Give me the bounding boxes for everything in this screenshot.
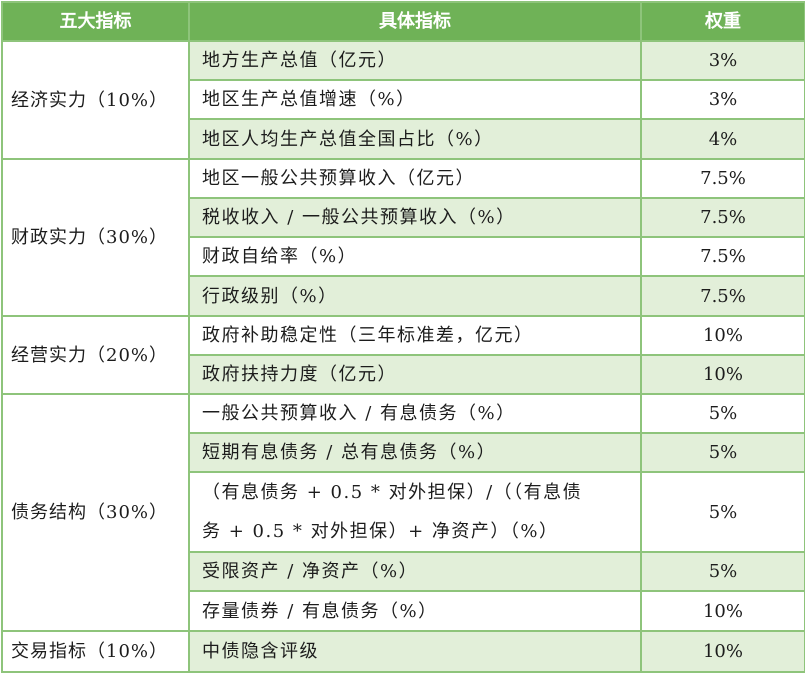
header-category: 五大指标 (1, 1, 190, 42)
category-cell: 财政实力（30%） (1, 158, 190, 317)
weight-cell: 7.5% (640, 236, 805, 277)
table-row: 债务结构（30%） 一般公共预算收入 / 有息债务（%） 5% (1, 393, 805, 632)
table-row: 经济实力（10%） 地方生产总值（亿元） 3% (1, 40, 805, 160)
indicator-cell: 受限资产 / 净资产（%） (188, 551, 642, 592)
indicator-cell: （有息债务 + 0.5 * 对外担保）/（（有息债务 + 0.5 * 对外担保）… (188, 471, 642, 553)
table-row: 地区生产总值增速（%） 3% (2, 79, 805, 120)
table-row: 政府扶持力度（亿元） 10% (2, 354, 805, 395)
header-weight: 权重 (640, 1, 805, 42)
table-row: 财政自给率（%） 7.5% (2, 236, 805, 277)
weight-cell: 10% (640, 630, 805, 673)
weight-cell: 7.5% (640, 197, 805, 238)
weight-cell: 10% (640, 590, 805, 632)
indicator-weight-table: 五大指标 具体指标 权重 经济实力（10%） 地方生产总值（亿元） 3% 地区生… (1, 1, 805, 673)
header-indicator: 具体指标 (188, 1, 642, 42)
category-cell: 交易指标（10%） (1, 630, 190, 673)
indicator-cell: 财政自给率（%） (188, 236, 642, 277)
indicator-cell: 短期有息债务 / 总有息债务（%） (188, 432, 642, 473)
indicator-line: （有息债务 + 0.5 * 对外担保）/（（有息债 (202, 482, 583, 503)
table-row: 财政实力（30%） 地区一般公共预算收入（亿元） 7.5% (1, 158, 805, 317)
table-row: 交易指标（10%） 中债隐含评级 10% (1, 630, 805, 673)
table-row: 存量债券 / 有息债务（%） 10% (2, 590, 805, 632)
indicator-cell: 一般公共预算收入 / 有息债务（%） (188, 393, 642, 434)
indicator-cell: 地区一般公共预算收入（亿元） (188, 158, 642, 199)
weight-cell: 10% (640, 315, 805, 356)
category-cell: 经营实力（20%） (1, 315, 190, 395)
weight-cell: 5% (640, 432, 805, 473)
table-header-row: 五大指标 具体指标 权重 (1, 1, 805, 42)
weight-cell: 4% (640, 118, 805, 160)
category-cell: 经济实力（10%） (1, 40, 190, 160)
weight-cell: 3% (640, 79, 805, 120)
indicator-cell: 政府扶持力度（亿元） (188, 354, 642, 395)
indicator-line: 务 + 0.5 * 对外担保）+ 净资产）（%） (202, 521, 559, 542)
indicator-cell: 中债隐含评级 (188, 630, 642, 673)
weight-cell: 3% (640, 40, 805, 81)
category-cell: 债务结构（30%） (1, 393, 190, 632)
indicator-cell: 存量债券 / 有息债务（%） (188, 590, 642, 632)
indicator-cell: 地区人均生产总值全国占比（%） (188, 118, 642, 160)
indicator-cell: 地方生产总值（亿元） (188, 40, 642, 81)
indicator-cell: 政府补助稳定性（三年标准差，亿元） (188, 315, 642, 356)
table-row: 受限资产 / 净资产（%） 5% (2, 551, 805, 592)
table-row: 行政级别（%） 7.5% (2, 275, 805, 317)
table-row: 短期有息债务 / 总有息债务（%） 5% (2, 432, 805, 473)
weight-cell: 5% (640, 551, 805, 592)
weight-cell: 5% (640, 471, 805, 553)
weight-cell: 10% (640, 354, 805, 395)
weight-cell: 5% (640, 393, 805, 434)
weight-cell: 7.5% (640, 275, 805, 317)
table-row: 经营实力（20%） 政府补助稳定性（三年标准差，亿元） 10% (1, 315, 805, 395)
weight-cell: 7.5% (640, 158, 805, 199)
table-row: （有息债务 + 0.5 * 对外担保）/（（有息债务 + 0.5 * 对外担保）… (2, 471, 805, 553)
table-row: 税收收入 / 一般公共预算收入（%） 7.5% (2, 197, 805, 238)
table-row: 地区人均生产总值全国占比（%） 4% (2, 118, 805, 160)
indicator-cell: 地区生产总值增速（%） (188, 79, 642, 120)
indicator-cell: 税收收入 / 一般公共预算收入（%） (188, 197, 642, 238)
indicator-cell: 行政级别（%） (188, 275, 642, 317)
